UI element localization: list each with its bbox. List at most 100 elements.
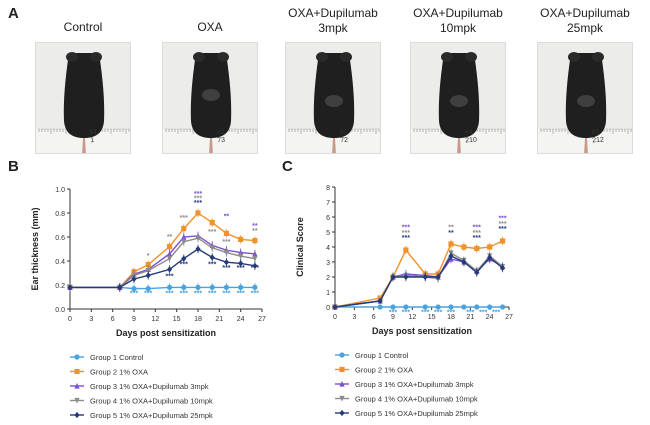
data-point (474, 304, 480, 310)
significance-marker: *** (222, 265, 230, 272)
data-point (422, 304, 428, 310)
mouse-photo: 64 210 (410, 42, 506, 154)
data-point (181, 284, 187, 290)
y-tick-label: 0 (326, 305, 330, 312)
mouse-ear (316, 52, 328, 62)
x-tick-label: 0 (333, 314, 337, 321)
significance-marker: ** (224, 214, 230, 221)
mouse-ear (441, 52, 453, 62)
significance-marker: *** (402, 230, 410, 237)
mouse-illustration (286, 52, 380, 153)
photo-title-line: OXA+Dupilumab (540, 6, 630, 20)
significance-marker: *** (237, 265, 245, 272)
panel-label-c: C (282, 158, 293, 175)
x-tick-label: 9 (391, 314, 395, 321)
x-tick-label: 15 (428, 314, 436, 321)
mouse-illustration (411, 52, 505, 153)
data-point (339, 395, 345, 402)
x-axis-label: Days post sensitization (116, 328, 216, 338)
legend-item: Group 5 1% OXA+Dupilumab 25mpk (70, 411, 213, 420)
mouse-tail (584, 138, 588, 153)
significance-marker: *** (492, 309, 500, 316)
series-group (332, 236, 506, 310)
handwritten-tag: 64 210 (464, 128, 478, 145)
mouse-ear (340, 52, 352, 62)
data-point (377, 304, 383, 310)
significance-marker: * (147, 253, 150, 260)
significance-marker: *** (473, 235, 481, 242)
significance-marker: *** (130, 290, 138, 297)
handwritten-tag: 61 1 (89, 128, 98, 145)
mouse-tail (457, 138, 461, 153)
mouse-body (63, 53, 105, 138)
panel-label-b: B (8, 158, 19, 175)
data-point (145, 268, 151, 274)
significance-marker: *** (389, 309, 397, 316)
data-point (448, 304, 454, 310)
data-point (448, 241, 454, 247)
data-point (252, 256, 258, 262)
photo-title-line: OXA (197, 20, 223, 34)
significance-marker: *** (180, 262, 188, 269)
legend-label: Group 3 1% OXA+Dupilumab 3mpk (90, 382, 209, 391)
mouse-ear (568, 52, 580, 62)
data-point (252, 250, 258, 257)
significance-marker: *** (180, 290, 188, 297)
mouse-tail (82, 138, 86, 153)
legend-item: Group 3 1% OXA+Dupilumab 3mpk (335, 380, 474, 389)
significance-marker: *** (473, 225, 481, 232)
significance-marker: *** (194, 290, 202, 297)
data-point (461, 258, 467, 266)
data-point (238, 284, 244, 290)
legend-label: Group 2 1% OXA (355, 366, 413, 375)
significance-marker: *** (194, 200, 202, 207)
data-point (67, 284, 73, 291)
data-point (131, 275, 137, 283)
x-axis-label: Days post sensitization (372, 326, 472, 336)
data-point (74, 382, 80, 389)
y-tick-label: 4 (326, 245, 330, 252)
photo-title: Control (28, 20, 138, 35)
significance-marker: *** (180, 215, 188, 222)
significance-marker: ** (252, 223, 258, 230)
significance-marker: *** (222, 239, 230, 246)
data-point (195, 245, 201, 253)
significance-marker: *** (194, 196, 202, 203)
data-point (474, 269, 480, 276)
mouse-tail (209, 138, 213, 153)
data-point (74, 397, 80, 404)
significance-marker: *** (208, 229, 216, 236)
data-point (422, 273, 428, 281)
series-line (334, 252, 503, 308)
mouse-ear (90, 52, 102, 62)
y-axis-label: Ear thickness (mm) (30, 207, 40, 290)
y-tick-label: 6 (326, 215, 330, 222)
data-point (145, 286, 151, 292)
significance-marker: ** (448, 225, 454, 232)
data-point (195, 284, 201, 290)
data-point (487, 304, 493, 310)
data-point (166, 250, 173, 257)
significance-marker: *** (208, 290, 216, 297)
legend-label: Group 4 1% OXA+Dupilumab 10mpk (90, 397, 213, 406)
data-point (74, 354, 80, 360)
data-point (223, 230, 230, 236)
x-tick-label: 15 (173, 316, 181, 323)
x-tick-label: 3 (89, 316, 93, 323)
data-point (332, 303, 338, 311)
x-tick-label: 27 (505, 314, 513, 321)
legend-item: Group 3 1% OXA+Dupilumab 3mpk (70, 382, 209, 391)
data-point (390, 304, 396, 310)
significance-marker: *** (402, 309, 410, 316)
y-tick-label: 0.2 (55, 283, 65, 290)
data-point (339, 409, 345, 417)
shaved-patch (325, 95, 343, 107)
mouse-photo: 62 73 (162, 42, 258, 154)
data-point (252, 284, 258, 290)
significance-marker: *** (447, 309, 455, 316)
legend-label: Group 1 Control (355, 351, 409, 360)
significance-marker: ** (252, 228, 258, 235)
legend-item: Group 5 1% OXA+Dupilumab 25mpk (335, 409, 478, 418)
photo-title-line: 25mpk (566, 21, 604, 35)
x-tick-label: 12 (408, 314, 416, 321)
